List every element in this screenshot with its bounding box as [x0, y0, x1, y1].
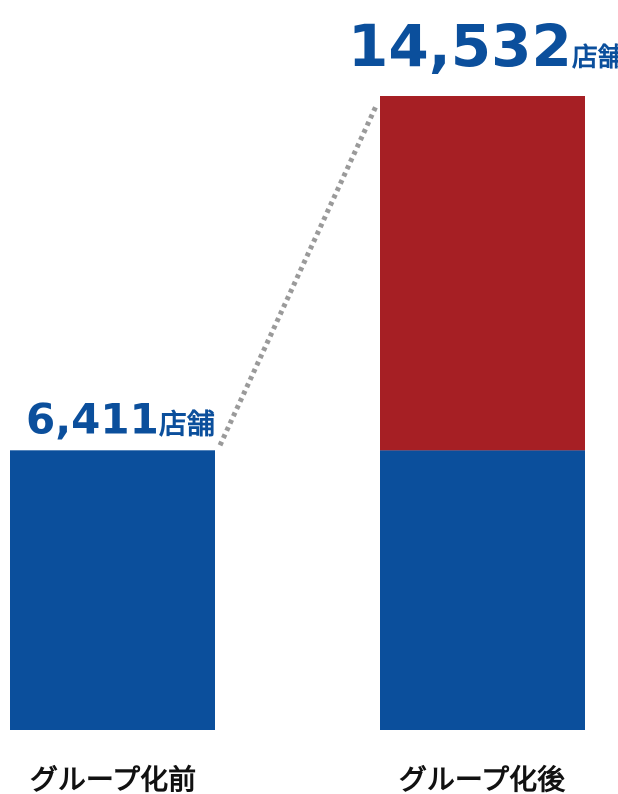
category-label-after: グループ化後 — [399, 763, 566, 794]
category-label-before: グループ化前 — [30, 763, 196, 794]
value-label-before: 6,411店舗 — [26, 394, 215, 443]
bar-after-segment-0 — [380, 450, 585, 730]
value-label-after: 14,532店舗 — [348, 12, 618, 80]
bar-marks — [10, 96, 585, 730]
bar-before-segment-0 — [10, 450, 215, 730]
value-label-after-number: 14,532 — [348, 12, 572, 80]
value-label-after-unit: 店舗 — [572, 43, 618, 73]
value-label-before-unit: 店舗 — [159, 407, 215, 440]
growth-connector-line — [217, 102, 380, 447]
value-label-before-number: 6,411 — [26, 394, 159, 443]
bar-after-segment-1 — [380, 96, 585, 451]
